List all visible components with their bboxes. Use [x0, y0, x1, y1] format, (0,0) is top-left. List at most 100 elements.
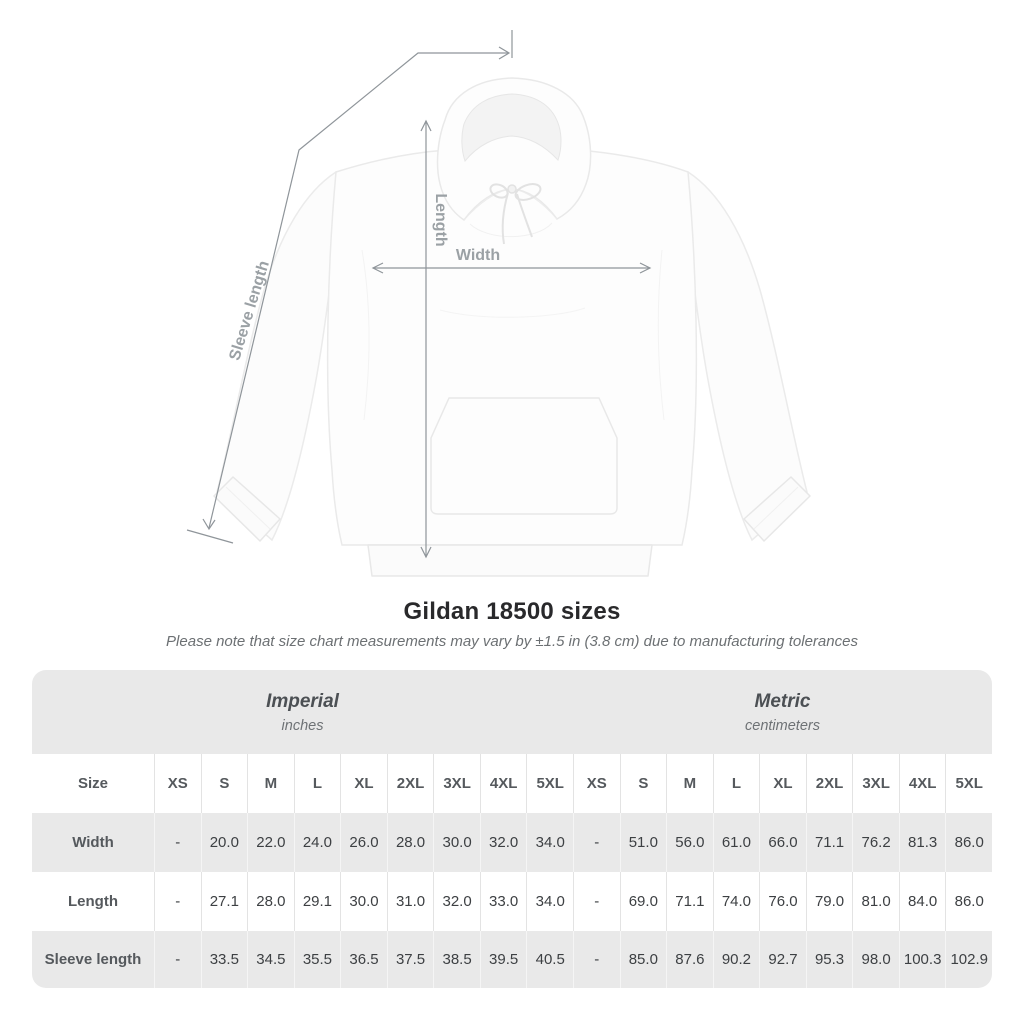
imperial-size-header: 3XL [433, 754, 480, 813]
metric-size-header: L [712, 754, 760, 813]
length-imperial-value: 28.0 [247, 872, 294, 931]
length-arrow [420, 119, 432, 559]
metric-size-header: 5XL [945, 754, 992, 813]
sleeve-imperial-value: 40.5 [526, 931, 573, 988]
width-metric-value: 71.1 [805, 813, 853, 872]
imperial-size-header: S [200, 754, 248, 813]
sleeve-length-arrow [186, 30, 513, 544]
table-row-length: Length -27.1 28.0 29.1 30.0 31.0 32.0 33.0 34.0… [32, 872, 992, 931]
sleeve-metric-value: 98.0 [852, 931, 899, 988]
sleeve-metric-value: 85.0 [619, 931, 667, 988]
sleeve-metric-value: - [573, 931, 620, 988]
imperial-size-header: 2XL [386, 754, 434, 813]
drawstring-bow [489, 183, 542, 245]
sleeve-metric-value: 92.7 [759, 931, 806, 988]
imperial-group-header: Imperial inches [32, 670, 573, 754]
width-imperial-value: 34.0 [526, 813, 573, 872]
imperial-label: Imperial [266, 690, 339, 712]
metric-group-header: Metric centimeters [573, 670, 992, 754]
length-imperial-value: 33.0 [479, 872, 527, 931]
metric-size-header: XS [573, 754, 620, 813]
width-metric-value: 81.3 [898, 813, 946, 872]
sleeve-imperial-value: 36.5 [340, 931, 387, 988]
length-metric-value: 81.0 [852, 872, 899, 931]
hoodie-illustration [213, 77, 811, 577]
sleeve-imperial-value: 37.5 [386, 931, 434, 988]
metric-size-header: XL [759, 754, 806, 813]
imperial-size-header: XS [154, 754, 201, 813]
wrinkle [439, 307, 586, 318]
width-imperial-value: 30.0 [433, 813, 480, 872]
wrinkle [361, 249, 370, 421]
length-imperial-value: 32.0 [433, 872, 480, 931]
wrinkle [657, 249, 665, 421]
length-metric-value: 86.0 [945, 872, 992, 931]
sleeve-metric-value: 90.2 [712, 931, 760, 988]
width-imperial-value: 26.0 [340, 813, 387, 872]
length-imperial-value: - [154, 872, 201, 931]
length-imperial-value: 27.1 [200, 872, 248, 931]
length-imperial-value: 29.1 [293, 872, 341, 931]
width-metric-value: 56.0 [666, 813, 713, 872]
length-metric-value: 69.0 [619, 872, 667, 931]
size-header-row: Size XS S M L XL 2XL 3XL 4XL 5XL XS S M L XL 2XL 3XL 4X… [32, 754, 992, 813]
width-imperial-value: 32.0 [479, 813, 527, 872]
length-imperial-value: 31.0 [386, 872, 434, 931]
row-label-length: Length [68, 893, 118, 910]
hoodie-measurement-diagram: Sleeve length Length Width [186, 30, 811, 577]
width-metric-value: 61.0 [712, 813, 760, 872]
metric-size-header: 4XL [898, 754, 946, 813]
sleeve-metric-value: 95.3 [805, 931, 853, 988]
width-arrow [371, 262, 652, 274]
width-metric-value: 51.0 [619, 813, 667, 872]
imperial-size-header: L [293, 754, 341, 813]
width-label: Width [456, 247, 500, 264]
page-title: Gildan 18500 sizes [403, 598, 621, 625]
tolerance-note: Please note that size chart measurements… [166, 633, 858, 650]
sleeve-imperial-value: 38.5 [433, 931, 480, 988]
metric-size-header: 2XL [805, 754, 853, 813]
imperial-size-header: 4XL [479, 754, 527, 813]
hem-band [367, 544, 653, 577]
sleeve-imperial-value: 39.5 [479, 931, 527, 988]
neckline-shadow [469, 222, 553, 238]
row-label-width: Width [72, 834, 114, 851]
length-imperial-value: 30.0 [340, 872, 387, 931]
size-table: Imperial inches Metric centimeters Size … [32, 670, 992, 988]
length-metric-value: - [573, 872, 620, 931]
sleeve-metric-value: 102.9 [945, 931, 992, 988]
width-metric-value: 76.2 [852, 813, 899, 872]
metric-unit: centimeters [745, 717, 820, 734]
sleeve-imperial-value: 34.5 [247, 931, 294, 988]
measurement-annotations [186, 30, 652, 559]
length-label: Length [432, 193, 449, 246]
kangaroo-pocket [430, 397, 618, 515]
hood-opening [461, 93, 562, 163]
sleeve-metric-value: 100.3 [898, 931, 946, 988]
imperial-size-header: 5XL [526, 754, 573, 813]
sleeve-imperial-value: 35.5 [293, 931, 341, 988]
row-label-sleeve-length: Sleeve length [44, 951, 142, 968]
width-metric-value: 66.0 [759, 813, 806, 872]
length-metric-value: 74.0 [712, 872, 760, 931]
width-imperial-value: - [154, 813, 201, 872]
metric-label: Metric [754, 690, 811, 712]
left-sleeve [216, 170, 341, 542]
unit-header-band: Imperial inches Metric centimeters [32, 670, 992, 754]
title-block: Gildan 18500 sizes Please note that size… [0, 598, 1024, 650]
size-column-header: Size [77, 775, 108, 792]
length-metric-value: 84.0 [898, 872, 946, 931]
left-cuff [213, 476, 281, 542]
width-metric-value: - [573, 813, 620, 872]
sleeve-metric-value: 87.6 [666, 931, 713, 988]
width-imperial-value: 24.0 [293, 813, 341, 872]
length-metric-value: 79.0 [805, 872, 853, 931]
imperial-size-header: M [247, 754, 294, 813]
length-imperial-value: 34.0 [526, 872, 573, 931]
imperial-size-header: XL [340, 754, 387, 813]
right-cuff-rib [753, 486, 799, 530]
length-metric-value: 76.0 [759, 872, 806, 931]
width-imperial-value: 28.0 [386, 813, 434, 872]
table-row-width: Width -20.0 22.0 24.0 26.0 28.0 30.0 32.0 34.0 … [32, 813, 992, 872]
